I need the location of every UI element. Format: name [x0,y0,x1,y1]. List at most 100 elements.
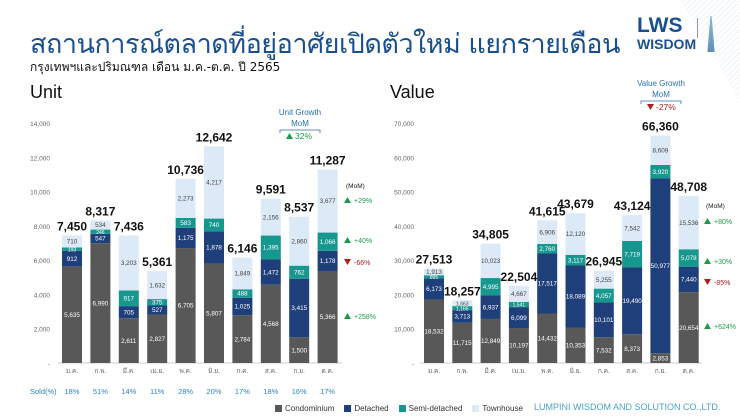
bar-value-label: 17,517 [538,281,558,288]
x-tick-label: เม.ย. [150,368,164,375]
bar-value-label: 2,784 [235,336,251,343]
triangle-up-icon [704,258,711,264]
bar-segment-semi-detached [565,254,586,266]
bar-segment-detached [147,305,168,315]
bar-value-label: 6,906 [539,229,555,236]
growth-subtitle: MoM [291,119,309,128]
bar-value-label: 583 [180,220,191,227]
bar-total-label: 7,450 [57,219,87,233]
y-tick-label: 40,000 [394,224,414,231]
y-tick-label: 6,000 [34,258,51,265]
bar-value-label: 6,173 [426,286,442,293]
bar-segment-detached [593,302,614,338]
bar-segment-townhouse [650,135,671,165]
growth-value: 32% [295,131,312,141]
bar-value-label: 20,654 [679,325,699,332]
y-tick-label: 20,000 [394,292,414,299]
legend-item-detached: Detached [344,404,389,413]
x-tick-label: มิ.ย. [570,367,582,375]
bar-value-label: 1,913 [426,269,442,276]
sold-percent: 17% [320,387,335,396]
bar-segment-semi-detached [260,235,281,260]
bar-segment-detached [565,265,586,328]
bar-segment-condominium [565,327,586,363]
x-tick-label: ก.ย. [294,368,306,375]
bar-segment-semi-detached [678,249,699,267]
value-chart-title: Value [390,82,435,102]
x-tick-label: เม.ย. [512,368,526,375]
bar-segment-condominium [317,271,338,363]
bar-total-label: 34,805 [472,228,509,242]
page-title: สถานการณ์ตลาดที่อยู่อาศัยเปิดตัวใหม่ แยก… [30,29,620,60]
legend-swatch [398,405,406,412]
x-tick-label: มี.ค. [484,367,496,375]
bar-value-label: 3,117 [568,257,584,264]
x-tick-label: ก.ย. [655,368,667,375]
bar-segment-semi-detached [62,247,82,251]
bar-segment-condominium [480,318,501,363]
y-tick-label: 12,000 [30,155,50,162]
bar-value-label: 12,120 [566,231,586,238]
bar-segment-detached [480,295,501,319]
bar-value-label: 19,490 [622,298,642,305]
bar-segment-condominium [232,315,253,363]
legend-swatch [344,405,352,412]
bar-value-label: 3,920 [653,169,669,176]
bar-segment-detached [232,297,253,316]
x-tick-label: ก.พ. [94,368,106,375]
bar-segment-condominium [62,266,82,363]
bar-value-label: 534 [95,222,106,229]
bar-segment-condominium [260,284,281,363]
legend-label: Detached [354,404,389,413]
sold-percent: 20% [206,387,221,396]
bar-segment-condominium [678,292,699,363]
bar-segment-condominium [118,318,139,363]
bar-segment-townhouse [622,215,643,242]
bar-segment-townhouse [175,178,196,218]
triangle-up-icon [286,133,293,139]
bar-segment-detached [118,306,139,319]
y-tick-label: 10,000 [30,190,50,197]
bar-value-label: 7,440 [681,277,697,284]
bar-segment-townhouse [118,235,139,291]
mom-value-townhouse: +29% [354,198,372,205]
bar-segment-condominium [147,314,168,363]
x-tick-label: ต.ค. [683,368,695,375]
bar-value-label: 4,057 [596,293,612,300]
mom-value-condominium: +258% [354,314,376,321]
legend-label: Townhouse [482,404,523,413]
sold-percent: 18% [263,387,278,396]
bar-segment-semi-detached [147,299,168,306]
bar-segment-townhouse [204,146,224,219]
bar-value-label: 740 [209,222,220,229]
sold-label: Sold(%) [30,387,57,396]
bar-value-label: 2,156 [263,214,279,221]
logo-text-wisdom: WISDOM [637,36,697,52]
bar-segment-condominium [650,353,671,363]
bar-total-label: 8,317 [85,204,115,218]
bar-total-label: 66,360 [642,119,679,133]
bar-total-label: 26,945 [585,255,622,269]
bar-segment-condominium [508,328,529,363]
bar-segment-detached [90,233,111,244]
bar-segment-townhouse [424,268,444,276]
bar-segment-semi-detached [317,232,338,251]
bar-value-label: 10,353 [566,342,586,349]
bar-value-label: 7,719 [624,251,640,258]
bar-segment-semi-detached [90,229,111,234]
bar-value-label: 14,432 [538,335,558,342]
bar-segment-townhouse [565,213,586,255]
bar-value-label: 4,667 [511,291,527,298]
bar-segment-townhouse [260,198,281,236]
bar-segment-semi-detached [622,241,643,268]
bar-total-label: 22,504 [501,270,538,284]
growth-bracket [640,100,682,104]
bar-segment-detached [650,178,671,354]
bar-value-label: 1,849 [235,271,251,278]
bar-segment-townhouse [232,257,253,290]
x-tick-label: ม.ค. [66,368,78,375]
bar-segment-detached [622,267,643,335]
bar-segment-townhouse [678,196,699,250]
bar-value-label: 18,089 [566,294,586,301]
